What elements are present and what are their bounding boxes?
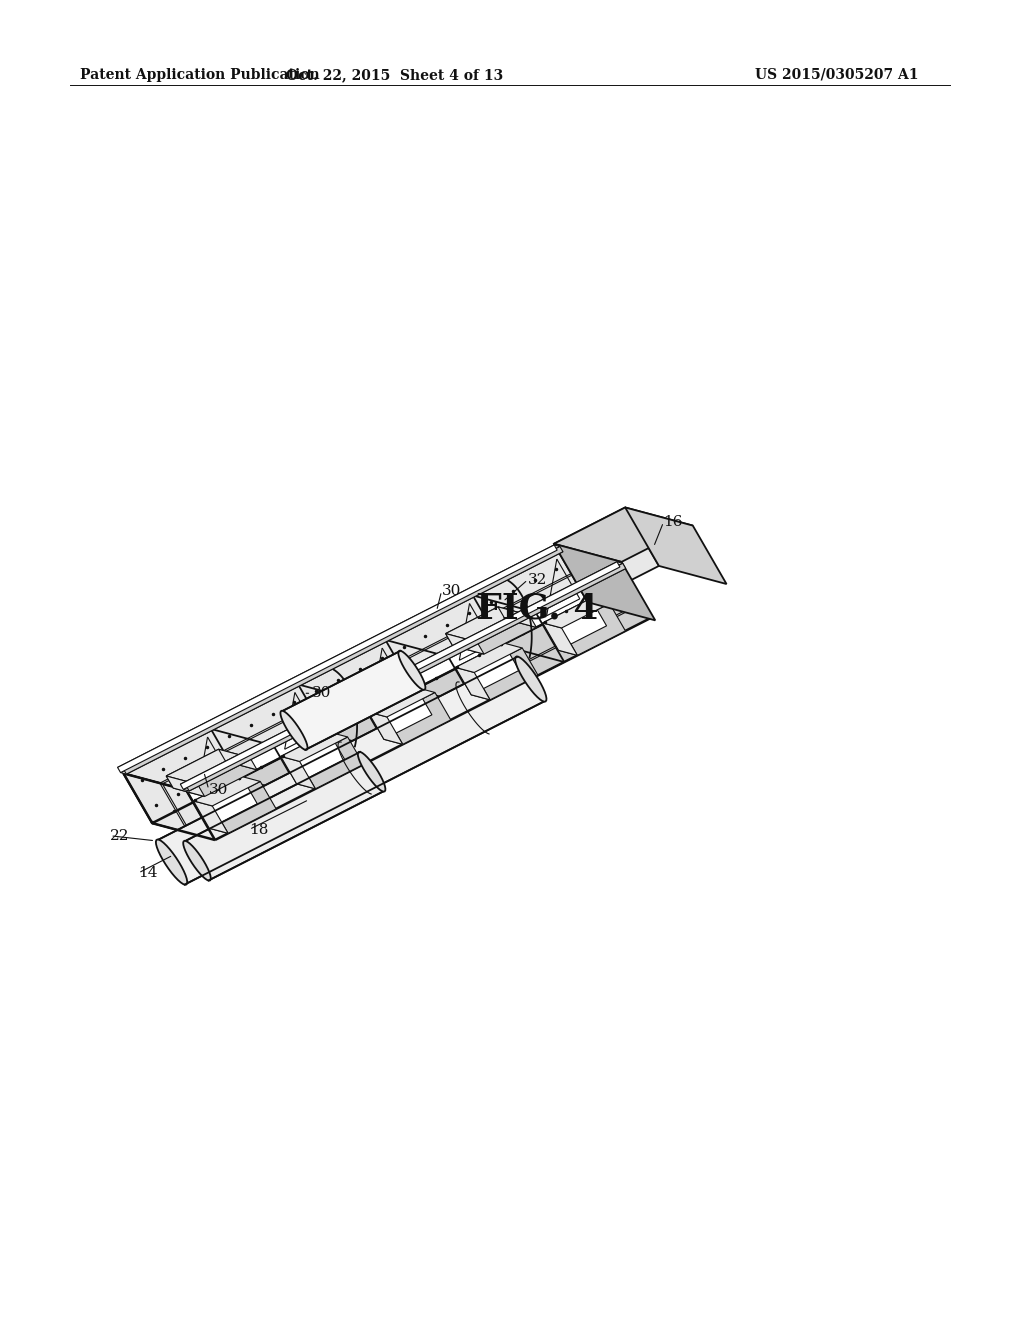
Polygon shape — [194, 776, 257, 828]
Polygon shape — [543, 623, 578, 655]
Polygon shape — [306, 678, 390, 713]
Polygon shape — [368, 688, 435, 717]
Polygon shape — [456, 643, 522, 672]
Polygon shape — [283, 651, 423, 750]
Polygon shape — [358, 678, 396, 698]
Polygon shape — [186, 564, 626, 791]
Polygon shape — [180, 562, 620, 789]
Polygon shape — [124, 774, 215, 840]
Text: 30: 30 — [441, 583, 461, 598]
Polygon shape — [560, 550, 651, 618]
Polygon shape — [306, 678, 366, 717]
Polygon shape — [281, 756, 315, 789]
Polygon shape — [306, 705, 344, 725]
Polygon shape — [313, 690, 396, 725]
Polygon shape — [384, 715, 451, 744]
Polygon shape — [183, 568, 626, 791]
Polygon shape — [456, 643, 519, 694]
Polygon shape — [180, 562, 623, 785]
Polygon shape — [368, 711, 402, 744]
Polygon shape — [445, 607, 505, 645]
Polygon shape — [543, 598, 606, 651]
Polygon shape — [456, 668, 490, 700]
Text: Oct. 22, 2015  Sheet 4 of 13: Oct. 22, 2015 Sheet 4 of 13 — [287, 69, 504, 82]
Text: 14: 14 — [138, 866, 158, 880]
Polygon shape — [471, 671, 538, 700]
Text: 30: 30 — [311, 686, 331, 701]
Polygon shape — [387, 693, 451, 744]
Polygon shape — [166, 750, 250, 784]
Polygon shape — [166, 750, 225, 788]
Polygon shape — [281, 710, 307, 750]
Polygon shape — [554, 507, 658, 602]
Polygon shape — [185, 752, 383, 880]
Polygon shape — [357, 752, 385, 792]
Polygon shape — [173, 762, 257, 796]
Polygon shape — [554, 544, 655, 620]
Polygon shape — [159, 656, 544, 884]
Polygon shape — [474, 648, 538, 700]
Polygon shape — [561, 603, 626, 655]
Polygon shape — [498, 607, 537, 627]
Text: 18: 18 — [249, 822, 268, 837]
Text: 16: 16 — [664, 515, 683, 529]
Polygon shape — [368, 688, 432, 739]
Polygon shape — [297, 759, 364, 789]
Polygon shape — [166, 776, 205, 796]
Polygon shape — [626, 507, 727, 583]
Polygon shape — [453, 619, 537, 655]
Polygon shape — [558, 626, 626, 655]
Text: Patent Application Publication: Patent Application Publication — [80, 69, 319, 82]
Polygon shape — [118, 545, 560, 770]
Polygon shape — [153, 601, 651, 840]
Polygon shape — [121, 550, 563, 774]
Polygon shape — [543, 598, 609, 628]
Text: FIG. 4: FIG. 4 — [476, 591, 599, 626]
Text: US 2015/0305207 A1: US 2015/0305207 A1 — [755, 69, 919, 82]
Polygon shape — [124, 550, 623, 791]
Polygon shape — [194, 776, 260, 807]
Polygon shape — [445, 607, 529, 642]
Text: 32: 32 — [528, 573, 547, 586]
Polygon shape — [194, 801, 228, 833]
Text: 30: 30 — [209, 783, 228, 797]
Polygon shape — [300, 737, 364, 789]
Polygon shape — [281, 731, 347, 762]
Polygon shape — [445, 634, 484, 655]
Polygon shape — [209, 804, 276, 833]
Polygon shape — [183, 841, 211, 880]
Polygon shape — [186, 568, 651, 840]
Polygon shape — [398, 651, 425, 690]
Polygon shape — [124, 550, 589, 824]
Text: 22: 22 — [111, 829, 130, 842]
Polygon shape — [515, 656, 547, 702]
Polygon shape — [281, 731, 345, 784]
Polygon shape — [118, 545, 557, 772]
Polygon shape — [156, 840, 187, 884]
Polygon shape — [554, 507, 693, 562]
Polygon shape — [212, 781, 276, 833]
Polygon shape — [218, 750, 257, 770]
Polygon shape — [123, 546, 563, 774]
